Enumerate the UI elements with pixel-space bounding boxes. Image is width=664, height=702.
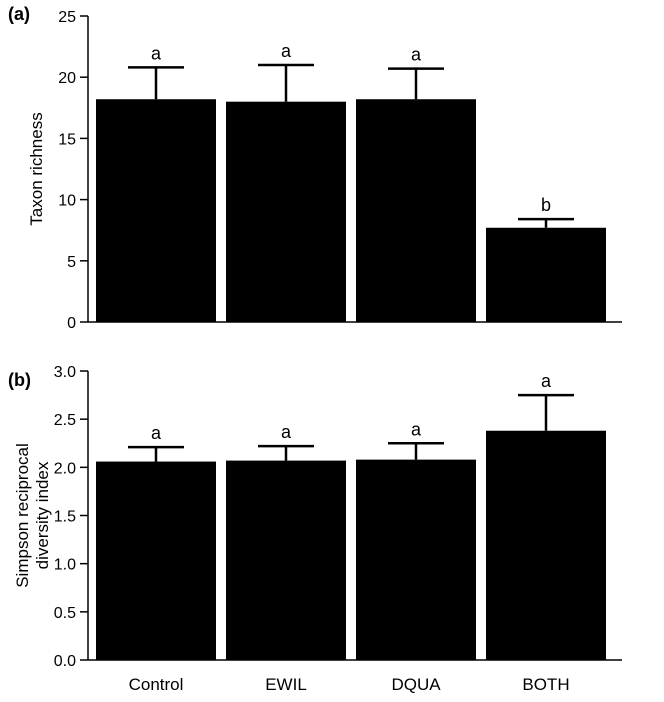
y-tick-label: 2.5 <box>54 412 76 429</box>
panel-label: (b) <box>8 370 31 390</box>
bar-control <box>96 461 216 660</box>
x-tick-label: DQUA <box>391 675 441 694</box>
panel-label: (a) <box>8 4 30 24</box>
y-axis-label: Taxon richness <box>27 112 46 225</box>
panel-a: (a) 0 5 10 15 20 25 Taxon richness a a a b <box>8 4 622 332</box>
significance-letter: a <box>541 371 552 391</box>
bar-dqua <box>356 459 476 660</box>
significance-letter: b <box>541 195 551 215</box>
y-tick-label: 20 <box>58 70 76 87</box>
bar-ewil <box>226 101 346 323</box>
y-tick-label: 1.5 <box>54 509 76 526</box>
x-tick-label: BOTH <box>522 675 569 694</box>
significance-letter: a <box>411 419 422 439</box>
y-tick-label: 15 <box>58 131 76 148</box>
y-tick-label: 10 <box>58 193 76 210</box>
bar-both <box>486 227 606 322</box>
significance-letter: a <box>281 422 292 442</box>
y-axis-label-line: Simpson reciprocal <box>13 443 32 588</box>
x-tick-label: Control <box>129 675 184 694</box>
bar-dqua <box>356 99 476 323</box>
bar-control <box>96 99 216 323</box>
bar-both <box>486 430 606 660</box>
significance-letter: a <box>281 41 292 61</box>
significance-letter: a <box>411 45 422 65</box>
y-tick-label: 3.0 <box>54 364 76 381</box>
y-tick-label: 2.0 <box>54 460 76 477</box>
y-tick-label: 0.0 <box>54 653 76 670</box>
significance-letter: a <box>151 423 162 443</box>
y-tick-label: 5 <box>67 254 76 271</box>
significance-letter: a <box>151 43 162 63</box>
x-tick-label: EWIL <box>265 675 307 694</box>
y-tick-label: 1.0 <box>54 557 76 574</box>
bar-ewil <box>226 460 346 660</box>
y-axis-label-line: diversity index <box>33 461 52 569</box>
y-tick-label: 0 <box>67 315 76 332</box>
y-tick-label: 0.5 <box>54 605 76 622</box>
panel-b: (b) 0.0 0.5 1.0 1.5 2.0 2.5 3.0 Simpson reciproc… <box>8 364 622 694</box>
y-tick-label: 25 <box>58 9 76 26</box>
